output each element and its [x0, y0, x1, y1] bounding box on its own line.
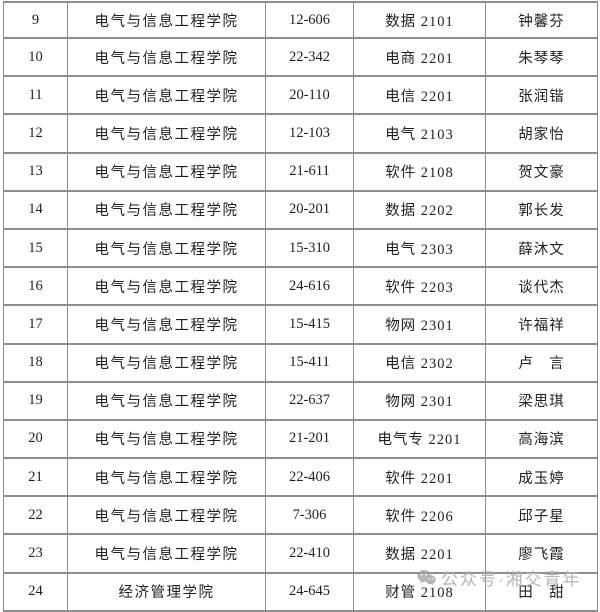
cell-no: 16 — [3, 266, 68, 307]
cell-room: 12-606 — [265, 1, 354, 39]
cell-college: 经济管理学院 — [67, 571, 266, 612]
cell-student: 梁思琪 — [485, 380, 598, 421]
table-row: 24 经济管理学院 24-645 财管 2108 田 甜 — [3, 571, 598, 612]
cell-student: 成玉婷 — [485, 457, 598, 498]
cell-room: 22-342 — [265, 36, 354, 78]
table-row: 19 电气与信息工程学院 22-637 物网 2301 梁思琪 — [3, 380, 598, 421]
cell-student: 邱子星 — [485, 495, 598, 536]
cell-no: 20 — [3, 418, 68, 460]
cell-class_name: 电信 2302 — [353, 342, 486, 383]
cell-student: 高海滨 — [485, 418, 598, 460]
table-row: 14 电气与信息工程学院 20-201 数据 2202 郭长发 — [3, 189, 598, 230]
cell-no: 18 — [3, 342, 68, 383]
table-row: 9 电气与信息工程学院 12-606 数据 2101 钟馨芬 — [3, 1, 598, 39]
cell-room: 20-201 — [265, 189, 354, 230]
cell-college: 电气与信息工程学院 — [67, 342, 266, 383]
cell-student: 张润锴 — [485, 75, 598, 116]
cell-class_name: 软件 2203 — [353, 266, 486, 307]
cell-class_name: 物网 2301 — [353, 380, 486, 421]
cell-no: 23 — [3, 533, 68, 574]
cell-college: 电气与信息工程学院 — [67, 151, 266, 192]
cell-student: 钟馨芬 — [485, 1, 598, 39]
cell-no: 22 — [3, 495, 68, 536]
cell-student: 郭长发 — [485, 189, 598, 230]
cell-room: 15-415 — [265, 304, 354, 345]
table-row: 17 电气与信息工程学院 15-415 物网 2301 许福祥 — [3, 304, 598, 345]
table-row: 13 电气与信息工程学院 21-611 软件 2108 贺文豪 — [3, 151, 598, 192]
cell-college: 电气与信息工程学院 — [67, 418, 266, 460]
cell-room: 15-411 — [265, 342, 354, 383]
cell-class_name: 物网 2301 — [353, 304, 486, 345]
cell-college: 电气与信息工程学院 — [67, 75, 266, 116]
cell-college: 电气与信息工程学院 — [67, 1, 266, 39]
cell-room: 24-616 — [265, 266, 354, 307]
cell-college: 电气与信息工程学院 — [67, 495, 266, 536]
cell-college: 电气与信息工程学院 — [67, 227, 266, 269]
table-row: 22 电气与信息工程学院 7-306 软件 2206 邱子星 — [3, 495, 598, 536]
cell-class_name: 电商 2201 — [353, 36, 486, 78]
cell-no: 21 — [3, 457, 68, 498]
roster-table: 9 电气与信息工程学院 12-606 数据 2101 钟馨芬 10 电气与信息工程学院 22-… — [3, 1, 598, 612]
cell-no: 24 — [3, 571, 68, 612]
table-row: 15 电气与信息工程学院 15-310 电气 2303 薛沐文 — [3, 227, 598, 269]
cell-student: 卢 言 — [485, 342, 598, 383]
cell-college: 电气与信息工程学院 — [67, 266, 266, 307]
cell-room: 7-306 — [265, 495, 354, 536]
cell-no: 14 — [3, 189, 68, 230]
cell-class_name: 数据 2101 — [353, 1, 486, 39]
cell-room: 22-410 — [265, 533, 354, 574]
cell-college: 电气与信息工程学院 — [67, 36, 266, 78]
table-row: 10 电气与信息工程学院 22-342 电商 2201 朱琴琴 — [3, 36, 598, 78]
cell-student: 许福祥 — [485, 304, 598, 345]
cell-room: 15-310 — [265, 227, 354, 269]
cell-student: 贺文豪 — [485, 151, 598, 192]
table-row: 16 电气与信息工程学院 24-616 软件 2203 谈代杰 — [3, 266, 598, 307]
cell-class_name: 财管 2108 — [353, 571, 486, 612]
cell-no: 19 — [3, 380, 68, 421]
table-row: 21 电气与信息工程学院 22-406 软件 2201 成玉婷 — [3, 457, 598, 498]
cell-no: 11 — [3, 75, 68, 116]
cell-no: 13 — [3, 151, 68, 192]
cell-class_name: 电气 2103 — [353, 113, 486, 154]
cell-no: 10 — [3, 36, 68, 78]
cell-college: 电气与信息工程学院 — [67, 189, 266, 230]
cell-room: 21-611 — [265, 151, 354, 192]
cell-class_name: 数据 2202 — [353, 189, 486, 230]
cell-student: 朱琴琴 — [485, 36, 598, 78]
cell-class_name: 软件 2206 — [353, 495, 486, 536]
cell-college: 电气与信息工程学院 — [67, 113, 266, 154]
cell-class_name: 软件 2201 — [353, 457, 486, 498]
cell-student: 谈代杰 — [485, 266, 598, 307]
cell-class_name: 电信 2201 — [353, 75, 486, 116]
cell-class_name: 电气专 2201 — [353, 418, 486, 460]
cell-class_name: 电气 2303 — [353, 227, 486, 269]
cell-student: 胡家怡 — [485, 113, 598, 154]
cell-room: 20-110 — [265, 75, 354, 116]
table-row: 12 电气与信息工程学院 12-103 电气 2103 胡家怡 — [3, 113, 598, 154]
cell-college: 电气与信息工程学院 — [67, 457, 266, 498]
cell-student: 廖飞霞 — [485, 533, 598, 574]
roster-table-body: 9 电气与信息工程学院 12-606 数据 2101 钟馨芬 10 电气与信息工程学院 22-… — [3, 1, 598, 612]
cell-no: 12 — [3, 113, 68, 154]
cell-no: 17 — [3, 304, 68, 345]
cell-college: 电气与信息工程学院 — [67, 304, 266, 345]
table-row: 23 电气与信息工程学院 22-410 数据 2201 廖飞霞 — [3, 533, 598, 574]
cell-room: 22-406 — [265, 457, 354, 498]
cell-student: 薛沐文 — [485, 227, 598, 269]
cell-room: 24-645 — [265, 571, 354, 612]
cell-no: 15 — [3, 227, 68, 269]
cell-no: 9 — [3, 1, 68, 39]
cell-class_name: 数据 2201 — [353, 533, 486, 574]
cell-college: 电气与信息工程学院 — [67, 380, 266, 421]
cell-room: 21-201 — [265, 418, 354, 460]
cell-room: 22-637 — [265, 380, 354, 421]
table-row: 20 电气与信息工程学院 21-201 电气专 2201 高海滨 — [3, 418, 598, 460]
cell-room: 12-103 — [265, 113, 354, 154]
cell-college: 电气与信息工程学院 — [67, 533, 266, 574]
cell-student: 田 甜 — [485, 571, 598, 612]
table-row: 11 电气与信息工程学院 20-110 电信 2201 张润锴 — [3, 75, 598, 116]
table-row: 18 电气与信息工程学院 15-411 电信 2302 卢 言 — [3, 342, 598, 383]
cell-class_name: 软件 2108 — [353, 151, 486, 192]
